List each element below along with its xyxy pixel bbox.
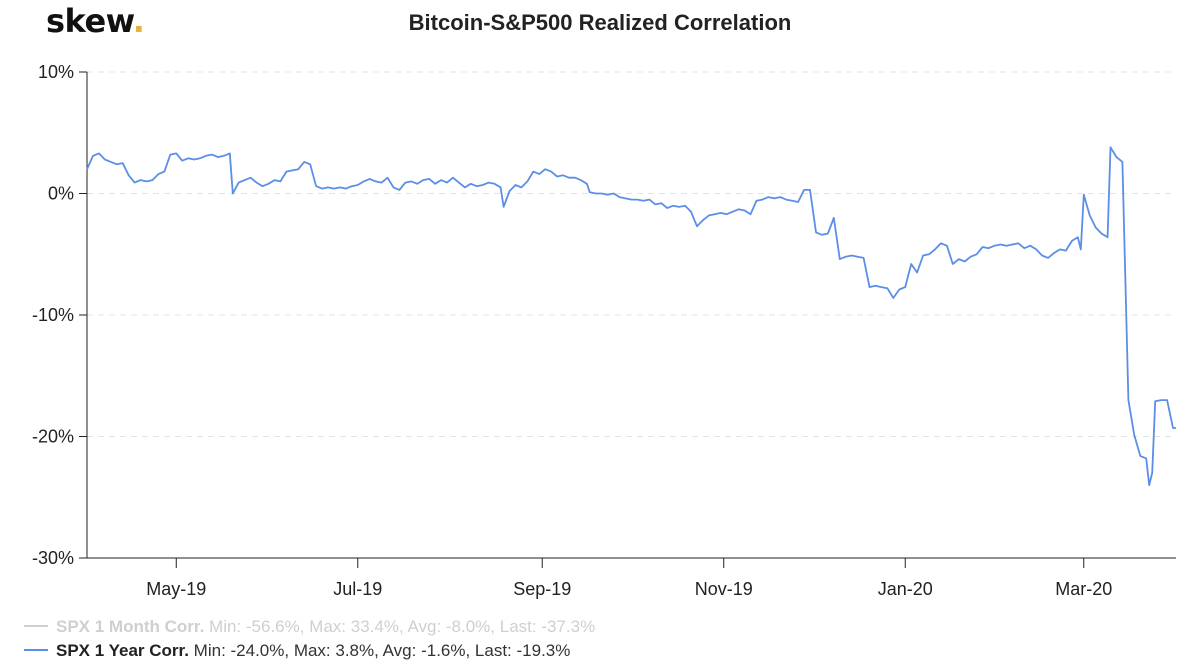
legend-swatch-1y [24, 648, 48, 651]
logo-text: skew [46, 2, 133, 40]
y-tick-label: 0% [48, 184, 74, 204]
logo-dot: . [132, 2, 145, 40]
grid-lines [87, 71, 1176, 437]
x-tick-label: Mar-20 [1055, 579, 1112, 599]
y-tick-label: -10% [32, 305, 74, 325]
legend-name-1m: SPX 1 Month Corr. [56, 617, 205, 636]
chart-title: Bitcoin-S&P500 Realized Correlation [408, 10, 792, 35]
legend-item-1m[interactable]: SPX 1 Month Corr. Min: -56.6%, Max: 33.4… [24, 617, 595, 637]
x-tick-label: Jan-20 [878, 579, 933, 599]
skew-logo: skew. [46, 2, 145, 40]
x-tick-label: Sep-19 [513, 579, 571, 599]
x-axis-ticks: May-19 Jul-19 Sep-19 Nov-19 Jan-20 Mar-20 [146, 558, 1112, 599]
series-line-1y-corr [86, 146, 1176, 486]
correlation-chart: 10% 0% -10% -20% -30% May-19 Jul-19 Sep-19 Nov-… [32, 62, 1176, 599]
y-tick-label: -30% [32, 548, 74, 568]
legend-swatch-1m [24, 624, 48, 627]
x-tick-label: Nov-19 [695, 579, 753, 599]
y-axis-ticks: 10% 0% -10% -20% -30% [32, 62, 87, 568]
x-tick-label: May-19 [146, 579, 206, 599]
legend-name-1y: SPX 1 Year Corr. [56, 641, 189, 660]
y-tick-label: -20% [32, 427, 74, 447]
legend-item-1y[interactable]: SPX 1 Year Corr. Min: -24.0%, Max: 3.8%,… [24, 641, 570, 661]
y-tick-label: 10% [38, 62, 74, 82]
legend-stats-1y: Min: -24.0%, Max: 3.8%, Avg: -1.6%, Last… [193, 641, 571, 660]
x-tick-label: Jul-19 [333, 579, 382, 599]
series-group [86, 146, 1176, 486]
legend-stats-1m: Min: -56.6%, Max: 33.4%, Avg: -8.0%, Las… [209, 617, 596, 636]
